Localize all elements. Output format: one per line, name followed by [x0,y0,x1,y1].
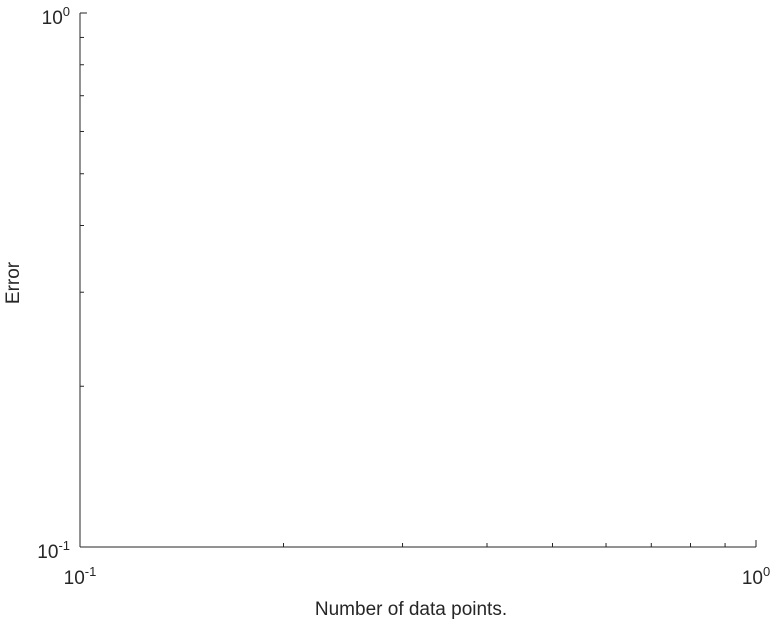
x-tick-label-base: 10 [742,568,763,589]
x-tick-label: 100 [742,564,770,589]
minor-ticks [80,36,726,547]
x-axis-label: Number of data points. [315,599,507,620]
y-tick-label-base: 10 [37,542,58,563]
x-tick-label: 10-1 [64,564,97,589]
x-tick-label-base: 10 [64,568,85,589]
y-tick-label-exponent: 0 [63,4,70,19]
plot-area [80,13,756,547]
y-tick-label-base: 10 [42,8,63,29]
y-tick-label-exponent: -1 [58,538,70,553]
y-tick-label: 10-1 [37,538,70,563]
y-axis-label: Error [3,261,24,304]
x-tick-label-exponent: -1 [85,564,97,579]
x-tick-label-exponent: 0 [763,564,770,579]
y-tick-label: 100 [42,4,70,29]
